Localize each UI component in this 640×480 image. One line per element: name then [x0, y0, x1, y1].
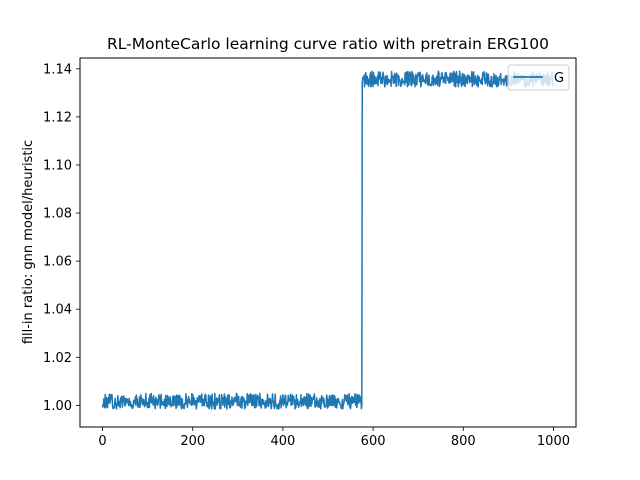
y-tick-label: 1.14	[43, 62, 72, 77]
series-layer	[101, 70, 554, 410]
series-line-G	[101, 70, 554, 410]
y-tick-label: 1.02	[43, 351, 72, 366]
y-tick-label: 1.10	[43, 158, 72, 173]
x-axis: 0 200 400 600 800 1000	[98, 427, 570, 449]
y-axis-label: fill-in ratio: gnn model/heuristic	[21, 140, 36, 344]
y-tick-label: 1.12	[43, 110, 72, 125]
plot-area	[80, 58, 576, 427]
y-tick-label: 1.04	[43, 303, 72, 318]
x-tick-label: 1000	[537, 434, 570, 449]
chart-title: RL-MonteCarlo learning curve ratio with …	[107, 35, 549, 53]
plot-frame	[79, 57, 577, 428]
legend-label-G: G	[554, 71, 564, 86]
legend: G	[507, 64, 570, 91]
x-tick-label: 400	[270, 434, 295, 449]
x-tick-label: 800	[451, 434, 476, 449]
y-tick-label: 1.08	[43, 207, 72, 222]
x-tick-label: 600	[361, 434, 386, 449]
y-tick-label: 1.06	[43, 255, 72, 270]
y-tick-label: 1.00	[43, 399, 72, 414]
x-tick-label: 200	[180, 434, 205, 449]
y-axis: 1.00 1.02 1.04 1.06 1.08 1.10 1.12 1.14	[43, 62, 80, 414]
x-tick-label: 0	[98, 434, 106, 449]
